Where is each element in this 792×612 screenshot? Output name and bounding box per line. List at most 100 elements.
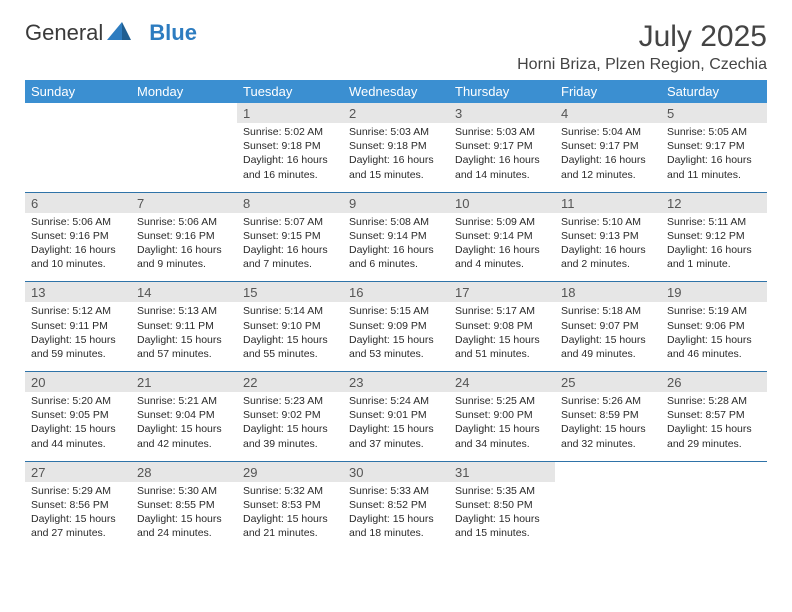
- day-number: 20: [25, 372, 131, 392]
- calendar-day-cell: 3Sunrise: 5:03 AMSunset: 9:17 PMDaylight…: [449, 103, 555, 192]
- sunset-text: Sunset: 9:15 PM: [243, 229, 337, 243]
- brand-part2: Blue: [149, 20, 197, 46]
- day-details: Sunrise: 5:29 AMSunset: 8:56 PMDaylight:…: [25, 482, 131, 551]
- sunrise-text: Sunrise: 5:17 AM: [455, 304, 549, 318]
- calendar-day-cell: 23Sunrise: 5:24 AMSunset: 9:01 PMDayligh…: [343, 372, 449, 462]
- day-details: Sunrise: 5:35 AMSunset: 8:50 PMDaylight:…: [449, 482, 555, 551]
- calendar-day-cell: 13Sunrise: 5:12 AMSunset: 9:11 PMDayligh…: [25, 282, 131, 372]
- weekday-header: Monday: [131, 80, 237, 103]
- day-number: 12: [661, 193, 767, 213]
- day-number: 28: [131, 462, 237, 482]
- daylight-text: Daylight: 15 hours and 32 minutes.: [561, 422, 655, 450]
- day-details: Sunrise: 5:28 AMSunset: 8:57 PMDaylight:…: [661, 392, 767, 461]
- calendar-day-cell: 15Sunrise: 5:14 AMSunset: 9:10 PMDayligh…: [237, 282, 343, 372]
- day-details: Sunrise: 5:06 AMSunset: 9:16 PMDaylight:…: [25, 213, 131, 282]
- sunset-text: Sunset: 8:53 PM: [243, 498, 337, 512]
- sunrise-text: Sunrise: 5:06 AM: [31, 215, 125, 229]
- day-details: Sunrise: 5:06 AMSunset: 9:16 PMDaylight:…: [131, 213, 237, 282]
- sunrise-text: Sunrise: 5:28 AM: [667, 394, 761, 408]
- sunrise-text: Sunrise: 5:08 AM: [349, 215, 443, 229]
- daylight-text: Daylight: 15 hours and 51 minutes.: [455, 333, 549, 361]
- daylight-text: Daylight: 16 hours and 9 minutes.: [137, 243, 231, 271]
- day-number: 5: [661, 103, 767, 123]
- calendar-day-cell: 27Sunrise: 5:29 AMSunset: 8:56 PMDayligh…: [25, 461, 131, 550]
- daylight-text: Daylight: 15 hours and 53 minutes.: [349, 333, 443, 361]
- calendar-day-cell: 29Sunrise: 5:32 AMSunset: 8:53 PMDayligh…: [237, 461, 343, 550]
- day-number: 22: [237, 372, 343, 392]
- day-details: Sunrise: 5:20 AMSunset: 9:05 PMDaylight:…: [25, 392, 131, 461]
- sunrise-text: Sunrise: 5:07 AM: [243, 215, 337, 229]
- day-details: Sunrise: 5:10 AMSunset: 9:13 PMDaylight:…: [555, 213, 661, 282]
- calendar-week-row: 1Sunrise: 5:02 AMSunset: 9:18 PMDaylight…: [25, 103, 767, 192]
- day-number: 7: [131, 193, 237, 213]
- day-number: 4: [555, 103, 661, 123]
- daylight-text: Daylight: 16 hours and 6 minutes.: [349, 243, 443, 271]
- calendar-day-cell: [661, 461, 767, 550]
- sunrise-text: Sunrise: 5:24 AM: [349, 394, 443, 408]
- calendar-day-cell: 19Sunrise: 5:19 AMSunset: 9:06 PMDayligh…: [661, 282, 767, 372]
- sunset-text: Sunset: 9:01 PM: [349, 408, 443, 422]
- day-details: Sunrise: 5:03 AMSunset: 9:17 PMDaylight:…: [449, 123, 555, 192]
- sunrise-text: Sunrise: 5:30 AM: [137, 484, 231, 498]
- weekday-header: Wednesday: [343, 80, 449, 103]
- day-number: 23: [343, 372, 449, 392]
- daylight-text: Daylight: 15 hours and 18 minutes.: [349, 512, 443, 540]
- day-details: Sunrise: 5:04 AMSunset: 9:17 PMDaylight:…: [555, 123, 661, 192]
- calendar-day-cell: 25 Sunrise: 5:26 AMSunset: 8:59 PMDayligh…: [555, 372, 661, 462]
- daylight-text: Daylight: 15 hours and 15 minutes.: [455, 512, 549, 540]
- sunrise-text: Sunrise: 5:33 AM: [349, 484, 443, 498]
- sunset-text: Sunset: 9:04 PM: [137, 408, 231, 422]
- daylight-text: Daylight: 15 hours and 39 minutes.: [243, 422, 337, 450]
- weekday-header: Sunday: [25, 80, 131, 103]
- sunrise-text: Sunrise: 5:18 AM: [561, 304, 655, 318]
- day-number: 13: [25, 282, 131, 302]
- sunrise-text: Sunrise: 5:19 AM: [667, 304, 761, 318]
- calendar-week-row: 20Sunrise: 5:20 AMSunset: 9:05 PMDayligh…: [25, 372, 767, 462]
- sunset-text: Sunset: 8:56 PM: [31, 498, 125, 512]
- sunset-text: Sunset: 9:18 PM: [243, 139, 337, 153]
- calendar-week-row: 27Sunrise: 5:29 AMSunset: 8:56 PMDayligh…: [25, 461, 767, 550]
- calendar-day-cell: 28Sunrise: 5:30 AMSunset: 8:55 PMDayligh…: [131, 461, 237, 550]
- day-number: 6: [25, 193, 131, 213]
- sunrise-text: Sunrise: 5:14 AM: [243, 304, 337, 318]
- daylight-text: Daylight: 15 hours and 29 minutes.: [667, 422, 761, 450]
- title-block: July 2025 Horni Briza, Plzen Region, Cze…: [517, 20, 767, 74]
- month-title: July 2025: [517, 20, 767, 54]
- day-number: 15: [237, 282, 343, 302]
- day-details: Sunrise: 5:33 AMSunset: 8:52 PMDaylight:…: [343, 482, 449, 551]
- day-details: Sunrise: 5:03 AMSunset: 9:18 PMDaylight:…: [343, 123, 449, 192]
- sunrise-text: Sunrise: 5:06 AM: [137, 215, 231, 229]
- calendar-day-cell: 7Sunrise: 5:06 AMSunset: 9:16 PMDaylight…: [131, 192, 237, 282]
- day-number: 30: [343, 462, 449, 482]
- day-number: 25: [555, 372, 661, 392]
- daylight-text: Daylight: 16 hours and 10 minutes.: [31, 243, 125, 271]
- calendar-day-cell: 16Sunrise: 5:15 AMSunset: 9:09 PMDayligh…: [343, 282, 449, 372]
- sunrise-text: Sunrise: 5:20 AM: [31, 394, 125, 408]
- sunrise-text: Sunrise: 5:21 AM: [137, 394, 231, 408]
- sunset-text: Sunset: 9:16 PM: [137, 229, 231, 243]
- day-details: Sunrise: 5:12 AMSunset: 9:11 PMDaylight:…: [25, 302, 131, 371]
- daylight-text: Daylight: 15 hours and 42 minutes.: [137, 422, 231, 450]
- sunset-text: Sunset: 8:57 PM: [667, 408, 761, 422]
- day-number: 14: [131, 282, 237, 302]
- sunset-text: Sunset: 9:11 PM: [137, 319, 231, 333]
- day-number: 29: [237, 462, 343, 482]
- calendar-day-cell: 1Sunrise: 5:02 AMSunset: 9:18 PMDaylight…: [237, 103, 343, 192]
- daylight-text: Daylight: 16 hours and 14 minutes.: [455, 153, 549, 181]
- day-details: Sunrise: 5:15 AMSunset: 9:09 PMDaylight:…: [343, 302, 449, 371]
- sunset-text: Sunset: 8:55 PM: [137, 498, 231, 512]
- sunrise-text: Sunrise: 5:35 AM: [455, 484, 549, 498]
- calendar-day-cell: 8Sunrise: 5:07 AMSunset: 9:15 PMDaylight…: [237, 192, 343, 282]
- calendar-day-cell: [25, 103, 131, 192]
- sunrise-text: Sunrise: 5:29 AM: [31, 484, 125, 498]
- sunset-text: Sunset: 8:59 PM: [561, 408, 655, 422]
- day-number: 10: [449, 193, 555, 213]
- sunrise-text: Sunrise: 5:05 AM: [667, 125, 761, 139]
- daylight-text: Daylight: 16 hours and 15 minutes.: [349, 153, 443, 181]
- sunset-text: Sunset: 9:17 PM: [667, 139, 761, 153]
- sunrise-text: Sunrise: 5:26 AM: [561, 394, 655, 408]
- sunrise-text: Sunrise: 5:12 AM: [31, 304, 125, 318]
- sunrise-text: Sunrise: 5:02 AM: [243, 125, 337, 139]
- sunset-text: Sunset: 9:06 PM: [667, 319, 761, 333]
- calendar-day-cell: 2Sunrise: 5:03 AMSunset: 9:18 PMDaylight…: [343, 103, 449, 192]
